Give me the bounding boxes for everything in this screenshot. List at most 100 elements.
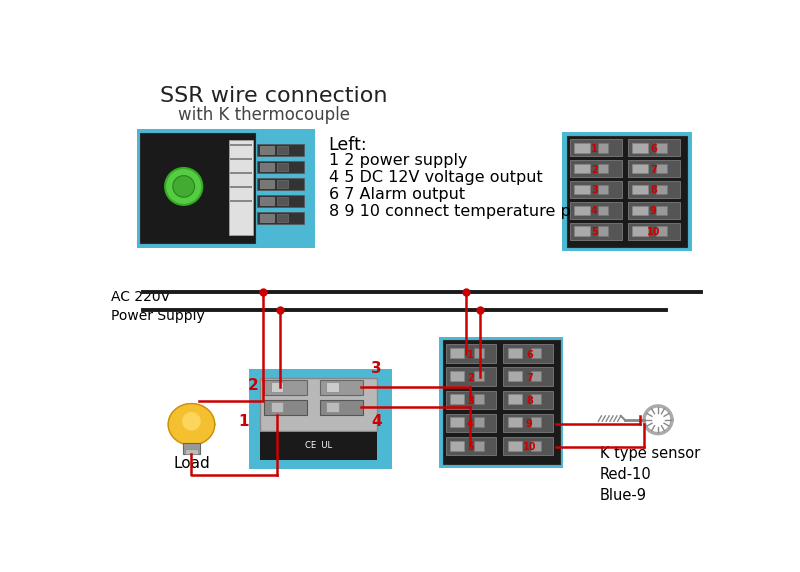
Text: 2: 2 <box>248 379 259 394</box>
Text: 6 7 Alarm output: 6 7 Alarm output <box>329 187 465 202</box>
Bar <box>508 348 522 358</box>
Bar <box>450 394 464 404</box>
Bar <box>570 140 622 156</box>
Bar <box>258 212 304 224</box>
Bar <box>138 129 315 248</box>
Bar <box>656 206 666 215</box>
Bar <box>270 402 283 412</box>
Bar <box>570 223 622 240</box>
Bar <box>656 144 666 153</box>
Text: 1: 1 <box>238 414 249 429</box>
Bar <box>278 146 288 154</box>
Bar <box>628 223 681 240</box>
Bar <box>503 391 554 409</box>
Bar <box>264 380 307 395</box>
Bar <box>230 158 252 160</box>
Bar <box>264 400 307 415</box>
Bar <box>503 436 554 455</box>
Bar <box>183 443 200 454</box>
Text: 9: 9 <box>526 419 533 430</box>
Text: 6: 6 <box>650 144 657 154</box>
Text: 4: 4 <box>371 414 382 429</box>
Bar <box>508 440 522 451</box>
Bar <box>446 436 496 455</box>
Bar <box>598 206 608 215</box>
Bar <box>261 197 274 205</box>
Bar <box>503 344 554 363</box>
Bar <box>474 418 484 427</box>
Text: 10: 10 <box>646 227 660 237</box>
Bar <box>446 414 496 432</box>
Text: 3: 3 <box>467 396 474 406</box>
Text: 5: 5 <box>467 443 474 452</box>
Bar <box>249 369 392 469</box>
Bar <box>261 214 274 222</box>
Bar <box>446 391 496 409</box>
Text: Left:: Left: <box>329 136 367 154</box>
Polygon shape <box>168 404 214 445</box>
Bar <box>439 336 563 467</box>
Text: SSR wire connection: SSR wire connection <box>161 86 388 106</box>
Bar <box>258 178 304 190</box>
Bar <box>566 136 687 247</box>
Text: 1: 1 <box>591 144 598 154</box>
Bar <box>633 206 648 215</box>
Bar <box>230 172 252 174</box>
Text: K type sensor
Red-10
Blue-9: K type sensor Red-10 Blue-9 <box>600 446 700 503</box>
Bar <box>230 200 252 202</box>
Bar <box>598 164 608 173</box>
Bar <box>656 227 666 236</box>
Bar <box>628 202 681 219</box>
Bar <box>474 348 484 358</box>
Bar <box>531 440 541 451</box>
Text: with K thermocouple: with K thermocouple <box>178 106 350 124</box>
Bar <box>261 432 377 460</box>
Bar <box>186 449 198 454</box>
Bar <box>443 340 559 464</box>
Circle shape <box>182 412 201 431</box>
Bar <box>320 380 362 395</box>
Bar <box>140 133 255 244</box>
Text: 3: 3 <box>371 362 382 376</box>
Bar <box>503 367 554 386</box>
Bar <box>570 160 622 177</box>
Text: 9: 9 <box>650 206 657 216</box>
Bar <box>508 418 522 427</box>
Bar <box>258 195 304 207</box>
Bar <box>598 185 608 194</box>
Bar <box>446 367 496 386</box>
Text: 6: 6 <box>526 350 533 360</box>
Bar <box>229 140 254 235</box>
Bar <box>326 402 338 412</box>
Text: 4 5 DC 12V voltage output: 4 5 DC 12V voltage output <box>329 170 542 185</box>
Text: 8: 8 <box>526 396 533 406</box>
Bar <box>633 227 648 236</box>
Bar <box>570 202 622 219</box>
Bar <box>574 206 590 215</box>
Bar <box>258 161 304 173</box>
Bar <box>326 382 338 392</box>
Bar <box>503 414 554 432</box>
Bar <box>278 164 288 171</box>
Bar <box>656 164 666 173</box>
Text: 4: 4 <box>467 419 474 430</box>
Bar <box>230 144 252 146</box>
Bar <box>474 394 484 404</box>
Bar <box>278 180 288 188</box>
Text: 8: 8 <box>650 185 657 195</box>
Bar <box>570 181 622 198</box>
Bar <box>446 344 496 363</box>
Text: Load: Load <box>173 456 210 471</box>
Bar <box>450 418 464 427</box>
Bar <box>531 394 541 404</box>
Text: 4: 4 <box>591 206 598 216</box>
Bar <box>450 371 464 382</box>
Bar <box>633 164 648 173</box>
Text: 10: 10 <box>522 443 536 452</box>
Text: AC 220V
Power Supply: AC 220V Power Supply <box>111 291 205 323</box>
Circle shape <box>173 176 194 197</box>
Bar <box>633 185 648 194</box>
Bar <box>531 348 541 358</box>
Bar <box>598 144 608 153</box>
Bar <box>574 227 590 236</box>
